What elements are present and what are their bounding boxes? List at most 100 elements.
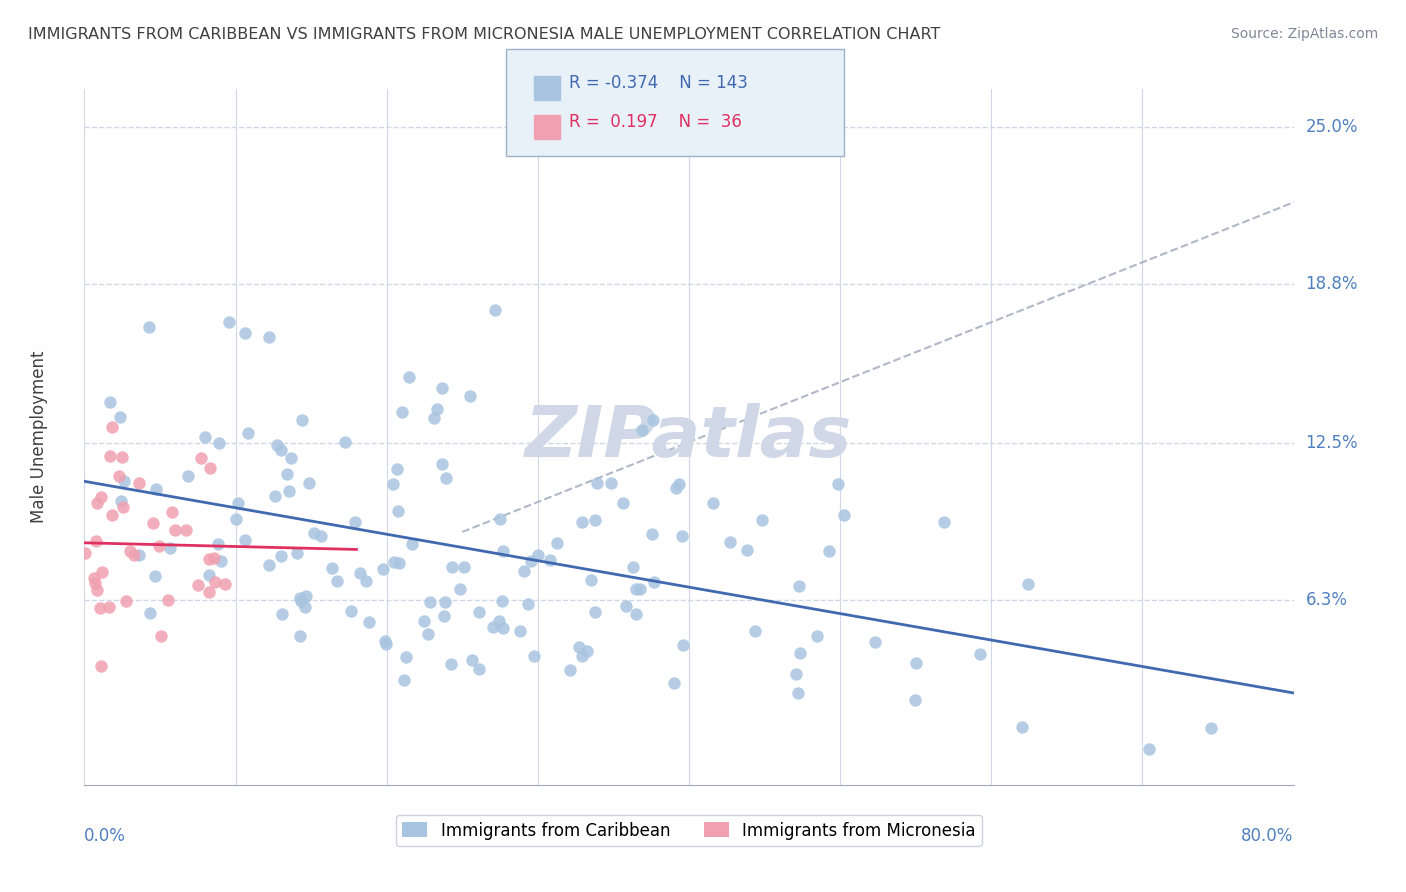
Point bbox=[98, 395, 121, 409]
Point bbox=[751, 513, 773, 527]
Point bbox=[1199, 721, 1222, 735]
Point bbox=[145, 483, 167, 497]
Point bbox=[374, 633, 396, 648]
Point bbox=[288, 629, 311, 643]
Point bbox=[395, 650, 418, 665]
Point bbox=[671, 528, 693, 542]
Point bbox=[827, 476, 849, 491]
Point bbox=[159, 541, 181, 555]
Point bbox=[257, 330, 280, 344]
Point bbox=[468, 605, 491, 619]
Point bbox=[382, 555, 405, 569]
Point bbox=[233, 533, 256, 547]
Point bbox=[863, 634, 886, 648]
Point bbox=[225, 512, 247, 526]
Point bbox=[354, 574, 377, 588]
Point bbox=[413, 614, 436, 628]
Point bbox=[207, 537, 229, 551]
Point bbox=[75, 546, 97, 560]
Point bbox=[128, 548, 150, 562]
Point bbox=[628, 582, 651, 596]
Point bbox=[668, 476, 690, 491]
Point bbox=[108, 469, 131, 483]
Point bbox=[932, 515, 955, 529]
Point bbox=[280, 451, 302, 466]
Point bbox=[264, 490, 287, 504]
Point bbox=[482, 620, 505, 634]
Point bbox=[128, 476, 150, 491]
Point bbox=[122, 548, 145, 562]
Text: R =  0.197    N =  36: R = 0.197 N = 36 bbox=[569, 113, 742, 131]
Point bbox=[139, 606, 162, 620]
Point bbox=[114, 594, 136, 608]
Point bbox=[398, 369, 420, 384]
Text: Source: ZipAtlas.com: Source: ZipAtlas.com bbox=[1230, 27, 1378, 41]
Point bbox=[387, 504, 409, 518]
Point bbox=[335, 435, 357, 450]
Point bbox=[641, 413, 664, 427]
Point bbox=[385, 461, 408, 475]
Text: 12.5%: 12.5% bbox=[1306, 434, 1358, 452]
Point bbox=[100, 449, 122, 463]
Point bbox=[110, 494, 132, 508]
Point bbox=[198, 585, 221, 599]
Point bbox=[86, 582, 108, 597]
Point bbox=[142, 516, 165, 530]
Point bbox=[787, 579, 810, 593]
Point bbox=[298, 475, 321, 490]
Point bbox=[257, 558, 280, 572]
Point bbox=[672, 638, 695, 652]
Point bbox=[302, 525, 325, 540]
Point bbox=[423, 410, 446, 425]
Point bbox=[211, 554, 233, 568]
Point bbox=[432, 381, 454, 395]
Point bbox=[290, 594, 312, 608]
Point bbox=[114, 474, 136, 488]
Point bbox=[818, 544, 841, 558]
Point bbox=[381, 476, 404, 491]
Point bbox=[576, 644, 599, 658]
Point bbox=[434, 594, 457, 608]
Point bbox=[90, 491, 112, 505]
Point bbox=[187, 578, 209, 592]
Point bbox=[86, 496, 108, 510]
Point bbox=[785, 667, 807, 681]
Point bbox=[449, 582, 471, 596]
Point bbox=[83, 571, 105, 585]
Point bbox=[488, 511, 510, 525]
Point bbox=[630, 424, 652, 438]
Legend: Immigrants from Caribbean, Immigrants from Micronesia: Immigrants from Caribbean, Immigrants fr… bbox=[395, 815, 983, 847]
Point bbox=[202, 551, 225, 566]
Point bbox=[226, 495, 249, 509]
Point bbox=[832, 508, 855, 522]
Point bbox=[340, 604, 363, 618]
Point bbox=[461, 653, 484, 667]
Point bbox=[198, 460, 221, 475]
Point bbox=[344, 515, 367, 529]
Point bbox=[430, 457, 453, 471]
Point bbox=[84, 534, 107, 549]
Point bbox=[278, 483, 301, 498]
Point bbox=[294, 600, 316, 615]
Point bbox=[84, 575, 107, 590]
Point bbox=[702, 496, 724, 510]
Text: IMMIGRANTS FROM CARIBBEAN VS IMMIGRANTS FROM MICRONESIA MALE UNEMPLOYMENT CORREL: IMMIGRANTS FROM CARIBBEAN VS IMMIGRANTS … bbox=[28, 27, 941, 42]
Text: 0.0%: 0.0% bbox=[84, 827, 127, 845]
Point bbox=[419, 595, 441, 609]
Point bbox=[787, 686, 810, 700]
Point bbox=[516, 598, 538, 612]
Point bbox=[468, 662, 491, 676]
Point bbox=[735, 542, 758, 557]
Point bbox=[434, 471, 457, 485]
Point bbox=[321, 561, 343, 575]
Point bbox=[160, 505, 183, 519]
Point bbox=[484, 303, 506, 318]
Point bbox=[89, 601, 111, 615]
Point bbox=[491, 593, 513, 607]
Point bbox=[295, 589, 318, 603]
Point bbox=[101, 508, 124, 523]
Point bbox=[90, 659, 112, 673]
Point bbox=[492, 543, 515, 558]
Point bbox=[290, 591, 312, 605]
Point bbox=[100, 420, 122, 434]
